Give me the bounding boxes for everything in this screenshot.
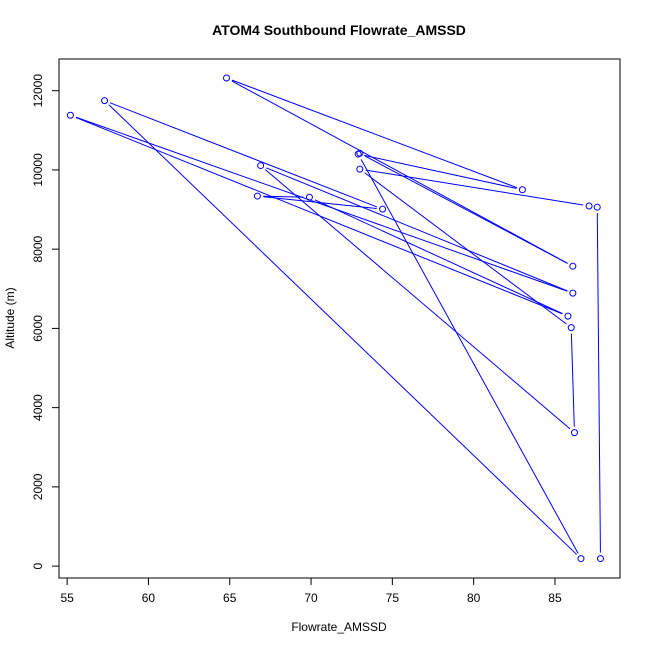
data-point <box>593 203 601 211</box>
y-tick-label: 4000 <box>31 394 45 421</box>
series-line-segment <box>364 172 567 325</box>
x-tick-label: 80 <box>467 591 481 605</box>
data-point <box>356 149 364 157</box>
series-line-segment <box>314 199 563 315</box>
series-line-segment <box>231 79 517 189</box>
series-flowrate <box>66 74 604 563</box>
data-point <box>379 205 387 213</box>
y-tick-label: 12000 <box>31 74 45 108</box>
data-point <box>596 555 604 563</box>
x-tick-label: 70 <box>304 591 318 605</box>
y-tick-label: 8000 <box>31 235 45 262</box>
data-point <box>569 289 577 297</box>
series-line-segment <box>75 116 568 292</box>
data-point <box>101 97 109 105</box>
series-line-segment <box>231 80 568 264</box>
x-tick-label: 85 <box>548 591 562 605</box>
data-point <box>570 429 578 437</box>
data-point <box>585 202 593 210</box>
series-line-segment <box>263 195 304 198</box>
series-line-segment <box>360 159 579 554</box>
data-point <box>222 74 230 82</box>
y-axis-label: Altitude (m) <box>3 287 17 348</box>
data-point <box>356 165 364 173</box>
x-tick-label: 60 <box>142 591 156 605</box>
data-point <box>569 262 577 270</box>
y-tick-label: 6000 <box>31 315 45 342</box>
data-point <box>305 193 313 201</box>
series-line-segment <box>596 213 601 553</box>
x-tick-label: 65 <box>223 591 237 605</box>
data-point <box>518 186 526 194</box>
series-line-segment <box>264 169 571 430</box>
data-point <box>577 555 585 563</box>
y-tick-label: 10000 <box>31 153 45 187</box>
series-line-segment <box>570 333 575 427</box>
x-axis: 55 60 65 70 75 80 85 <box>60 577 562 605</box>
series-line-segment <box>108 104 577 555</box>
y-tick-label: 0 <box>31 562 45 569</box>
data-point <box>257 162 265 170</box>
series-line-segment <box>109 102 378 208</box>
chart-title: ATOM4 Southbound Flowrate_AMSSD <box>212 22 466 38</box>
series-line-segment <box>263 196 377 210</box>
data-point <box>66 111 74 119</box>
x-tick-label: 75 <box>386 591 400 605</box>
y-tick-label: 2000 <box>31 473 45 500</box>
series-line-segment <box>363 154 517 189</box>
series-line-segment <box>75 117 563 315</box>
data-point <box>567 324 575 332</box>
data-point <box>253 192 261 200</box>
series-line-segment <box>265 167 568 292</box>
data-point <box>564 312 572 320</box>
x-axis-label: Flowrate_AMSSD <box>291 620 387 634</box>
y-axis: 0 2000 4000 6000 8000 10000 12000 <box>31 74 60 569</box>
series-line-segment <box>364 155 568 264</box>
x-tick-label: 55 <box>60 591 74 605</box>
